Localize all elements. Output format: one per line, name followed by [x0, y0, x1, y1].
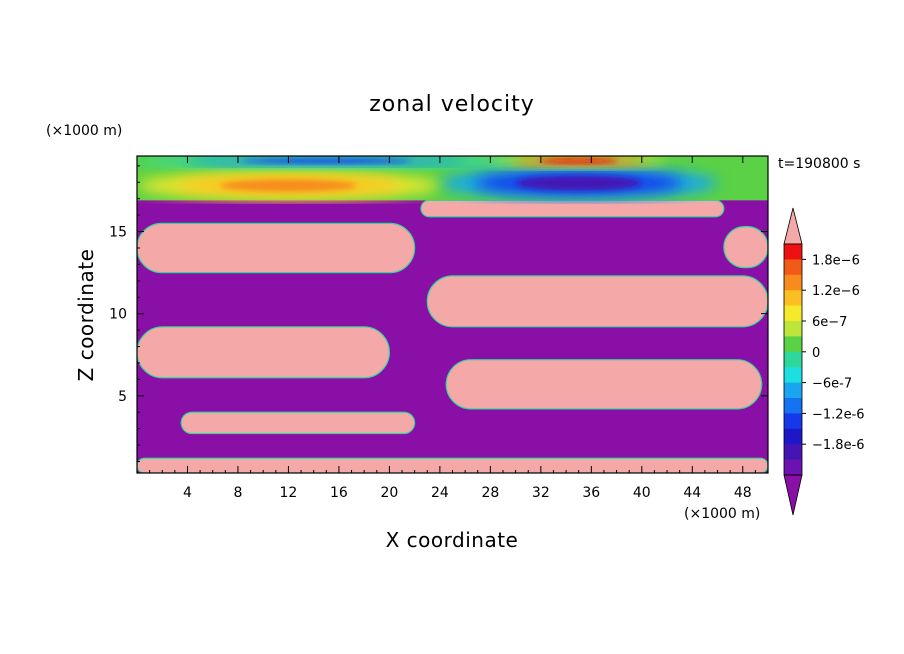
colorbar-box — [784, 290, 802, 307]
colorbar-label: −1.2e-6 — [812, 407, 865, 422]
x-tick-label: 28 — [481, 485, 499, 501]
positive-layer-3 — [180, 411, 416, 435]
colorbar-box — [784, 351, 802, 368]
x-tick-label: 32 — [532, 485, 550, 501]
positive-layer-0 — [137, 457, 768, 473]
colorbar-label: 1.8e−6 — [812, 253, 860, 268]
y-tick-label: 5 — [118, 389, 127, 405]
chart-title: zonal velocity — [369, 92, 535, 117]
positive-velocity-layers — [137, 199, 768, 473]
time-label: t=190800 s — [778, 156, 860, 172]
x-tick-label: 12 — [280, 485, 298, 501]
positive-layer-6 — [420, 199, 725, 218]
colorbar-label: 6e−7 — [812, 315, 847, 330]
upper-feature-2-core — [538, 158, 619, 164]
colorbar-box — [784, 244, 802, 260]
colorbar-box — [784, 398, 802, 414]
colorbar: 1.8e−6 1.2e−6 6e−7 0 −6e-7 −1.2e-6 −1.8e-6 — [783, 207, 865, 516]
positive-layer-1 — [137, 222, 416, 274]
colorbar-frame — [783, 243, 803, 476]
y-tick-label: 15 — [109, 225, 127, 241]
colorbar-label: −6e-7 — [812, 377, 852, 392]
contour-field — [137, 156, 768, 473]
colorbar-box — [784, 336, 802, 353]
colorbar-label: −1.8e-6 — [812, 438, 865, 453]
y-axis-unit: (×1000 m) — [46, 123, 122, 139]
colorbar-box — [784, 382, 802, 399]
x-axis-unit: (×1000 m) — [684, 506, 760, 522]
x-tick-label: 48 — [734, 485, 752, 501]
x-tick-label: 16 — [330, 485, 348, 501]
x-tick-label: 4 — [183, 485, 192, 501]
upper-feature-1-core — [220, 179, 357, 192]
x-tick-label: 20 — [380, 485, 398, 501]
colorbar-box — [784, 428, 802, 445]
positive-layer-5 — [445, 359, 763, 410]
x-axis-ticks: 4 8 12 16 20 24 28 32 36 40 44 48 — [149, 156, 756, 501]
x-tick-label: 24 — [431, 485, 449, 501]
y-tick-label: 10 — [109, 307, 127, 323]
x-axis-label: X coordinate — [386, 528, 519, 552]
y-axis-ticks: 5 10 15 — [109, 165, 768, 463]
colorbar-box — [784, 305, 802, 322]
upper-feature-0-core — [516, 176, 642, 191]
x-tick-label: 8 — [233, 485, 242, 501]
x-tick-label: 40 — [633, 485, 651, 501]
colorbar-box — [784, 459, 802, 476]
y-axis-label: Z coordinate — [74, 249, 98, 382]
positive-layer-7 — [723, 226, 768, 269]
colorbar-box — [784, 444, 802, 461]
positive-layer-2 — [137, 326, 390, 379]
colorbar-box — [784, 413, 802, 430]
colorbar-box — [784, 321, 802, 337]
positive-layer-4 — [426, 275, 768, 328]
colorbar-box — [784, 259, 802, 276]
colorbar-label: 1.2e−6 — [812, 284, 860, 299]
upper-feature-3-core — [241, 158, 412, 164]
x-tick-label: 44 — [683, 485, 701, 501]
colorbar-box — [784, 367, 802, 384]
colorbar-top-arrow — [783, 207, 803, 245]
colorbar-label: 0 — [812, 346, 820, 361]
x-tick-label: 36 — [582, 485, 600, 501]
colorbar-box — [784, 274, 802, 291]
colorbar-bottom-arrow — [783, 474, 803, 516]
upper-velocity-layer — [137, 156, 768, 201]
